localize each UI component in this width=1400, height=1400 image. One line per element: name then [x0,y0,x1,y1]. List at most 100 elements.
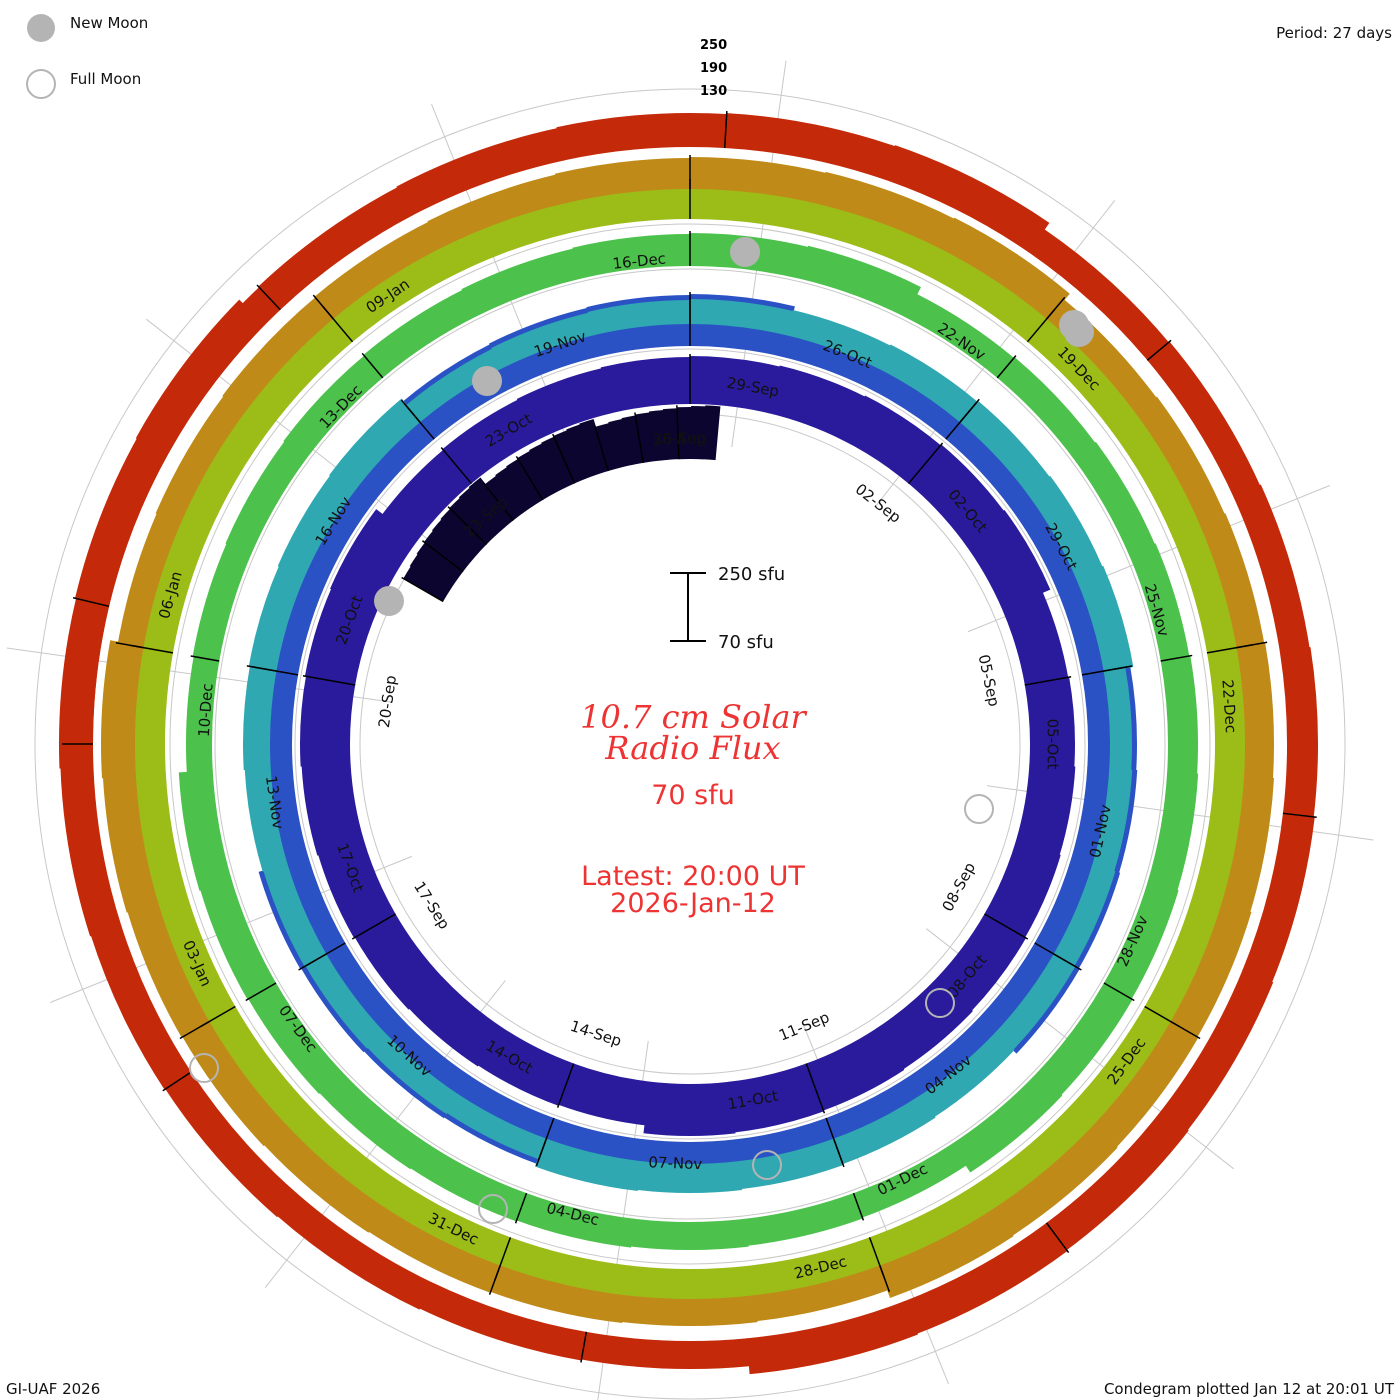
flux-bar [263,1123,386,1233]
flux-bar [200,879,277,1000]
tick-mark [1024,676,1072,686]
tick-mark [72,597,110,608]
flux-bar [1172,519,1250,655]
tick-mark [302,953,327,969]
date-label: 05-Sep [975,653,1004,708]
flux-bar [1027,310,1145,432]
flux-bar [1242,813,1315,984]
flux-bar [643,1081,736,1136]
flux-bar [225,440,308,555]
flux-bar [1199,513,1265,650]
new-moon-marker [1064,317,1094,347]
flux-bars [58,113,1319,1375]
flux-bar [409,1142,527,1222]
grid-ring [214,268,1166,1220]
flux-bar [1169,903,1252,1039]
flux-bar [737,1138,844,1190]
new-moon-marker [472,366,502,396]
flux-bar [1143,894,1229,1027]
tick-mark [537,1138,548,1162]
flux-bar [749,1237,884,1307]
flux-bar [329,398,421,494]
flux-bar [416,541,464,582]
flux-bar [994,954,1076,1051]
flux-bar [318,1071,428,1170]
flux-bar [1103,667,1133,771]
flux-bar [418,1281,587,1361]
flux-bar [768,365,866,441]
tick-mark [256,284,281,311]
flux-bar [587,300,692,336]
flux-bar [554,158,692,204]
tick-mark [1160,654,1193,662]
flux-bar [690,356,781,414]
date-label: 14-Sep [568,1017,624,1050]
flux-bar [396,127,566,216]
tick-mark [959,398,980,423]
tick-mark [852,1192,865,1221]
flux-bar [959,400,1051,495]
flux-bar [155,395,246,525]
flux-bar [75,437,169,607]
flux-bar [1045,1109,1189,1252]
flux-bar [724,113,897,180]
flux-bar [878,1207,1014,1299]
date-label: 20-Sep [375,674,400,729]
full-moon-marker [189,1053,219,1083]
flux-bar [117,512,181,648]
flux-bar [489,1265,626,1324]
flux-bar [446,1094,547,1160]
tick-mark [723,111,728,149]
flux-bar [354,913,443,1010]
flux-bar [1279,646,1319,819]
date-label: 26-Sep [653,429,706,449]
flux-bar [1103,881,1179,1001]
flux-bar [925,239,1055,343]
flux-bar [442,399,539,484]
flux-bar [984,841,1061,939]
flux-bar [181,1020,287,1147]
flux-bar [868,1182,1001,1276]
flux-bar [566,424,598,479]
flux-bar [579,1331,751,1369]
flux-bar [1128,543,1190,663]
scale-top-label: 250 sfu [718,564,785,585]
flux-bar [752,1265,889,1322]
flux-bar [178,770,233,891]
flux-bar [1092,1021,1199,1148]
flux-bar [1053,864,1116,968]
grid-ring [169,223,1211,1265]
flux-bar [842,395,942,485]
tick-mark [482,482,514,521]
tick-mark [515,455,544,501]
flux-bar [908,444,1005,542]
flux-bar [883,145,1050,253]
latest-date: 2026-Jan-12 [610,888,776,919]
flux-bar [702,405,721,461]
flux-bar [164,1070,298,1218]
flux-bar [376,1181,511,1279]
flux-bar [939,217,1070,320]
date-label: 07-Nov [648,1153,702,1173]
tick-mark [1103,982,1135,1002]
new-moon-marker [730,237,760,267]
flux-bar [648,410,668,462]
flux-bar [408,976,504,1067]
flux-bar [805,1028,905,1111]
full-moon-marker [925,988,955,1018]
flux-bar [242,665,277,770]
flux-bar [690,157,827,205]
flux-bar [132,518,209,653]
flux-bar [876,977,973,1070]
flux-bar [746,1300,918,1375]
flux-bar [363,289,477,378]
tick-mark [179,1020,210,1040]
flux-bar [403,565,450,602]
flux-bar [1135,396,1226,526]
flux-bar [135,299,265,456]
tick-mark [1053,953,1078,969]
flux-bar [495,466,534,514]
flux-bar [244,767,288,872]
flux-bar [468,477,514,529]
flux-bar [277,474,354,578]
